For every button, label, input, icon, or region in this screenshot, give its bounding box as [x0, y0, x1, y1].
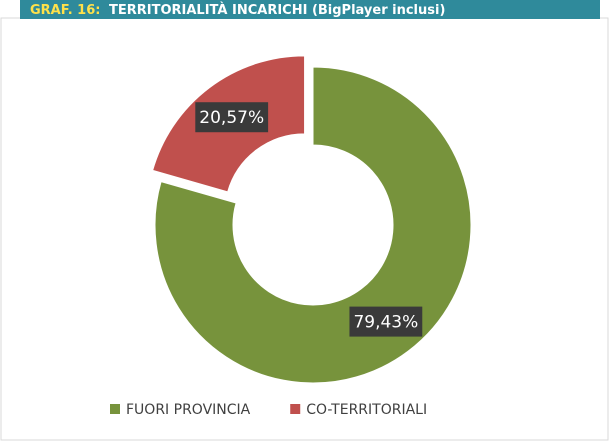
legend-swatch — [110, 404, 120, 414]
legend-label: FUORI PROVINCIA — [126, 402, 251, 418]
title-text: TERRITORIALITÀ INCARICHI (BigPlayer incl… — [109, 2, 445, 18]
legend-swatch — [290, 404, 301, 414]
legend-label: CO-TERRITORIALI — [306, 402, 427, 418]
title-bar — [20, 0, 600, 19]
data-label-text: 79,43% — [353, 313, 418, 333]
title-label: GRAF. 16: — [30, 3, 100, 18]
chart-title: GRAF. 16: TERRITORIALITÀ INCARICHI (BigP… — [30, 2, 445, 18]
data-label-box — [195, 102, 269, 133]
data-label: 20,57% — [195, 102, 269, 133]
data-label-box — [349, 306, 423, 337]
data-label: 79,43% — [349, 306, 423, 337]
slice — [154, 66, 472, 384]
data-label-text: 20,57% — [199, 108, 264, 128]
